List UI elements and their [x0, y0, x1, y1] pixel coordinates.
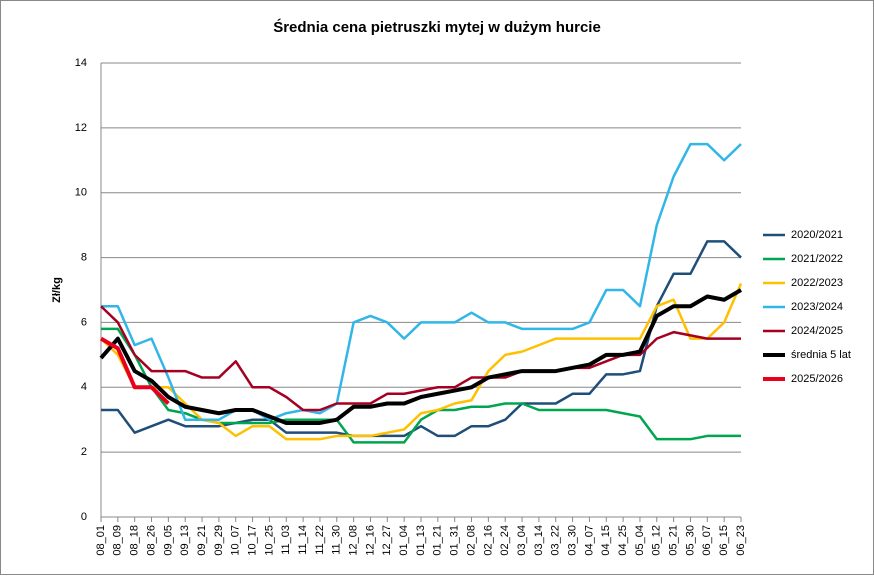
y-tick-label: 12 [75, 122, 87, 134]
x-tick-label: 11_03 [280, 525, 292, 555]
series-line [99, 336, 170, 405]
x-tick-label: 01_13 [415, 525, 427, 556]
x-tick-label: 08_01 [95, 525, 107, 556]
x-tick-label: 02_24 [499, 525, 511, 556]
y-tick-label: 2 [81, 446, 87, 458]
x-tick-label: 12_08 [348, 525, 360, 556]
x-tick-label: 04_15 [600, 525, 612, 556]
x-tick-label: 05_04 [634, 525, 646, 556]
series-line [101, 240, 742, 438]
x-tick-label: 08_09 [112, 525, 124, 556]
legend-label: 2022/2023 [791, 277, 843, 289]
x-tick-label: 04_07 [583, 525, 595, 556]
series-line [100, 305, 741, 412]
legend-label: 2021/2022 [791, 253, 843, 265]
x-tick-label: 02_16 [482, 525, 494, 556]
x-tick-label: 11_22 [314, 525, 326, 555]
x-tick-label: 03_14 [533, 525, 545, 556]
series-line [101, 142, 742, 421]
x-tick-label: 05_21 [668, 525, 680, 556]
x-tick-label: 01_21 [432, 525, 444, 556]
x-tick-label: 09_13 [179, 525, 191, 556]
x-tick-label: 09_21 [196, 525, 208, 556]
legend-label: 2023/2024 [791, 301, 843, 313]
x-tick-label: 05_12 [651, 525, 663, 556]
x-tick-label: 03_04 [516, 525, 528, 556]
legend-label: średnia 5 lat [791, 349, 851, 361]
x-tick-label: 11_30 [331, 525, 343, 555]
y-tick-label: 6 [81, 316, 87, 328]
x-tick-label: 05_30 [684, 525, 696, 556]
x-tick-label: 06_15 [718, 525, 730, 556]
series-line [99, 288, 743, 425]
y-axis-label: Zł/kg [51, 277, 63, 303]
x-tick-label: 11_14 [297, 525, 309, 555]
x-tick-label: 03_22 [550, 525, 562, 556]
x-tick-label: 10_07 [230, 525, 242, 556]
x-tick-label: 08_26 [145, 525, 157, 556]
y-tick-label: 14 [75, 57, 87, 69]
x-tick-label: 10_17 [246, 525, 258, 556]
x-tick-label: 08_18 [129, 525, 141, 556]
x-tick-label: 04_25 [617, 525, 629, 556]
y-tick-label: 10 [75, 187, 87, 199]
x-tick-label: 09_05 [162, 525, 174, 556]
chart-title: Średnia cena pietruszki mytej w dużym hu… [273, 18, 601, 36]
x-tick-label: 02_08 [465, 525, 477, 556]
legend-label: 2024/2025 [791, 325, 843, 337]
legend-label: 2025/2026 [791, 373, 843, 385]
x-tick-label: 03_30 [566, 525, 578, 556]
x-tick-label: 09_29 [213, 525, 225, 556]
legend-label: 2020/2021 [791, 229, 843, 241]
y-tick-label: 8 [81, 251, 87, 263]
y-tick-label: 4 [81, 381, 87, 393]
y-tick-label: 0 [81, 511, 87, 523]
x-tick-label: 12_16 [364, 525, 376, 556]
x-tick-label: 12_27 [381, 525, 393, 556]
x-tick-label: 06_23 [735, 525, 747, 556]
x-tick-label: 01_04 [398, 525, 410, 556]
x-tick-label: 10_25 [263, 525, 275, 556]
x-tick-label: 06_07 [701, 525, 713, 556]
x-tick-label: 01_31 [449, 525, 461, 556]
